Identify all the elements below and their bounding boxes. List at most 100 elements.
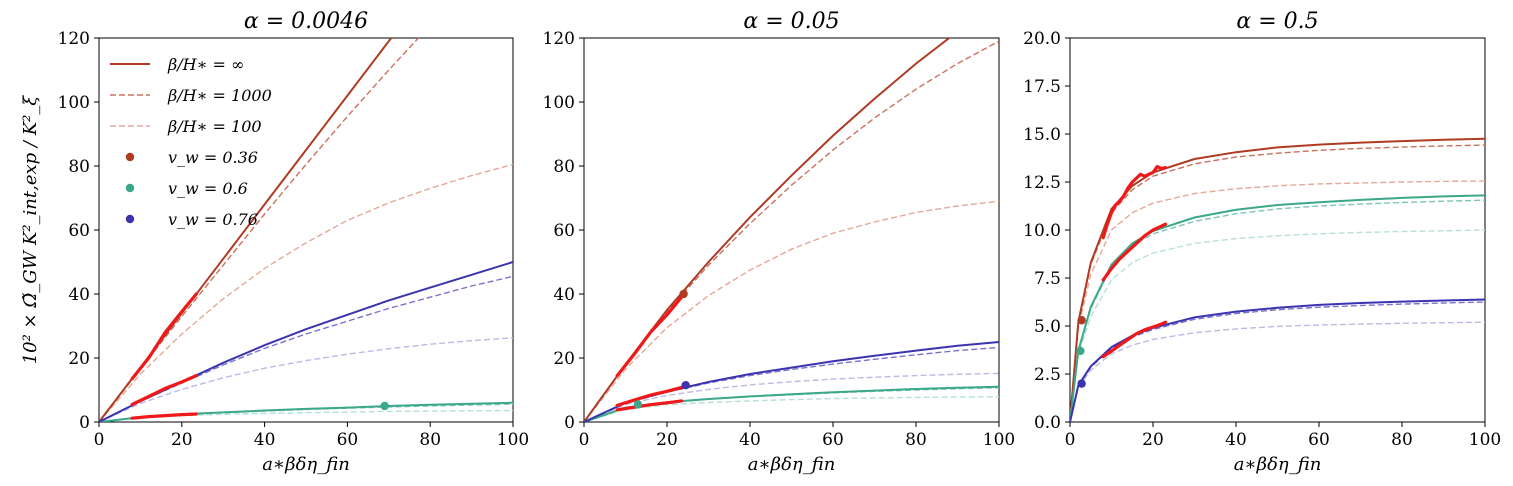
series-line [1070,194,1485,422]
y-tick-label: 0 [564,413,575,433]
highlight-segment [130,292,198,381]
data-point-marker [679,289,688,299]
series-line [1070,180,1485,422]
legend-swatch [125,152,135,162]
y-tick-label: 60 [553,221,575,241]
y-tick-label: 15.0 [1023,125,1061,145]
plot-area [584,38,999,422]
x-tick-label: 20 [171,430,193,450]
y-tick-label: 2.5 [1034,365,1061,385]
x-tick-label: 100 [983,430,1015,450]
y-tick-label: 20 [553,349,575,369]
y-axis-label: 10² × Ω̃_GW K²_int,exp / K²_ξ [20,95,41,365]
data-point-marker [633,400,643,409]
x-tick-label: 0 [579,430,590,450]
series-line [584,372,999,422]
y-tick-label: 120 [543,29,575,49]
x-tick-label: 60 [1308,430,1330,450]
data-point-marker [681,381,690,390]
y-tick-label: 5.0 [1034,317,1061,337]
legend-swatch [125,214,135,224]
y-tick-label: 40 [68,285,90,305]
series-line [584,38,951,422]
x-tick-label: 80 [1391,430,1413,450]
series-line [1070,144,1485,422]
legend-entry: v_w = 0.36 [125,148,258,167]
series-line [1070,229,1485,422]
legend: β/H∗ = ∞ β/H∗ = 1000 β/H∗ = 100 v_w = 0.36 v… [110,55,272,229]
data-point-marker [1077,316,1086,325]
x-tick-label: 100 [1469,430,1501,450]
highlight-segment [615,295,684,378]
plot-area [99,38,513,422]
x-tick-label: 40 [254,430,276,450]
plot-frame [583,37,1000,423]
legend-entry: v_w = 0.76 [125,210,258,229]
series-line [1070,137,1485,422]
series-line [99,337,513,422]
legend-entry: β/H∗ = 1000 [110,86,272,105]
legend-label: v_w = 0.76 [168,210,258,229]
y-tick-label: 10.0 [1023,221,1061,241]
series-line [584,396,999,422]
panel-title: α = 0.0046 [244,9,368,34]
legend-entry: β/H∗ = ∞ [110,55,244,74]
y-tick-label: 60 [68,221,90,241]
series-line [584,200,999,422]
panel-2: α = 0.05 0 20 40 60 80 100 0 20 40 60 80 100 120 a∗βδη… [543,9,1016,475]
legend-swatch [125,183,135,193]
x-tick-label: 40 [1225,430,1247,450]
series-line [99,38,420,422]
legend-label: v_w = 0.36 [168,148,258,167]
series-line [584,346,999,422]
x-tick-label: 100 [497,430,529,450]
x-tick-label: 40 [739,430,761,450]
x-tick-label: 20 [656,430,678,450]
series-line [1070,301,1485,422]
series-line [99,409,513,422]
y-tick-label: 40 [553,285,575,305]
x-axis-label: a∗βδη_fin [1234,454,1322,475]
series-line [584,40,999,422]
series-line [1070,199,1485,422]
x-axis-label: a∗βδη_fin [748,454,836,475]
highlight-segment [615,399,684,412]
panel-title: α = 0.05 [743,9,839,34]
y-tick-label: 120 [58,29,90,49]
legend-label: v_w = 0.6 [168,179,248,198]
plot-frame [98,37,514,423]
highlight-segment [1101,222,1168,282]
x-axis-label: a∗βδη_fin [262,454,350,475]
highlight-segment [130,374,198,406]
series-line [99,163,513,422]
highlight-segment [1101,165,1168,240]
panel-3: α = 0.5 0 20 40 60 80 100 0.0 2.5 5.0 7.5 10.0 12.5 1… [1023,9,1501,475]
x-tick-label: 0 [94,430,105,450]
highlight-segment [615,385,684,407]
series-line [1070,321,1485,422]
y-tick-label: 12.5 [1023,173,1061,193]
legend-label: β/H∗ = ∞ [167,55,244,74]
legend-label: β/H∗ = 100 [167,117,262,136]
data-point-marker [380,401,389,411]
data-point-marker [1077,379,1086,388]
y-tick-label: 0.0 [1034,413,1061,433]
y-tick-label: 20.0 [1023,29,1061,49]
y-tick-label: 0 [79,413,90,433]
plot-frame [1069,37,1486,423]
legend-entry: v_w = 0.6 [125,179,248,198]
y-tick-label: 7.5 [1034,269,1061,289]
y-tick-label: 20 [68,349,90,369]
y-tick-label: 17.5 [1023,77,1061,97]
x-tick-label: 80 [905,430,927,450]
y-tick-label: 80 [553,157,575,177]
legend-label: β/H∗ = 1000 [167,86,272,105]
x-tick-label: 0 [1065,430,1076,450]
x-tick-label: 80 [419,430,441,450]
highlight-segment [1101,320,1168,359]
panel-1: α = 0.0046 0 20 40 60 80 100 0 20 40 60 80 100 120 a∗β… [58,9,530,475]
y-tick-label: 100 [58,93,90,113]
highlight-segment [130,412,198,420]
legend-entry: β/H∗ = 100 [110,117,262,136]
